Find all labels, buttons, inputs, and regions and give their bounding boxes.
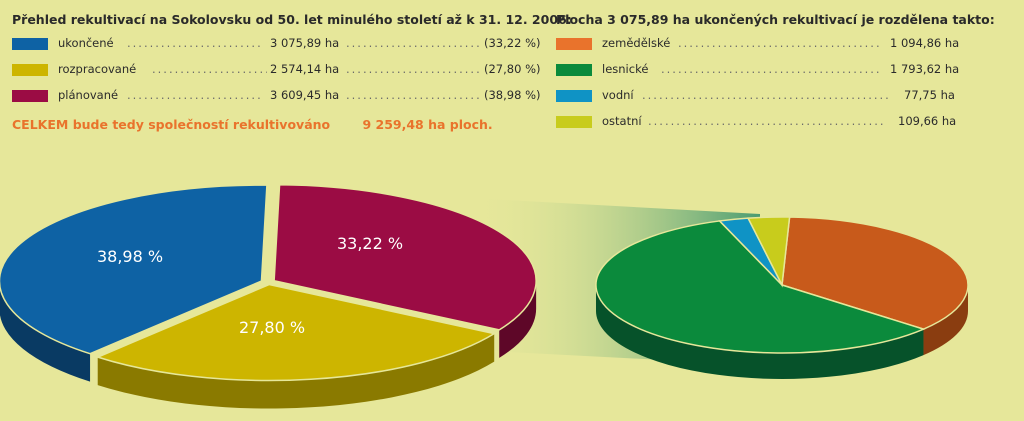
legend-label: lesnické [602, 62, 649, 76]
swatch-ostatni [556, 116, 592, 128]
legend-pct: (33,22 %) [484, 36, 541, 50]
legend-value: 2 574,14 ha [270, 62, 340, 76]
legend-label: rozpracované [58, 62, 137, 76]
legend-value: 109,66 ha [898, 114, 957, 128]
legend-label: vodní [602, 88, 634, 102]
legend-row-rozpracovane: rozpracované ........................ 2 … [12, 59, 542, 85]
pie-label-ukoncene: 33,22 % [337, 234, 403, 253]
main-pie [0, 184, 537, 409]
legend-label: plánované [58, 88, 119, 102]
detail-pie-side-0 [923, 285, 968, 356]
legend-row-ukoncene: ukončené ........................ 3 075,… [12, 33, 542, 59]
main-pie-slice-2 [0, 184, 268, 355]
right-legend: Plocha 3 075,89 ha ukončených rekultivac… [556, 12, 995, 137]
main-pie-slice-0 [273, 184, 537, 331]
left-legend: Přehled rekultivací na Sokolovsku od 50.… [12, 12, 572, 132]
detail-pie-slice-0 [781, 216, 969, 330]
legend-label: ukončené [58, 36, 114, 50]
legend-value: 3 075,89 ha [270, 36, 340, 50]
legend-label: ostatní [602, 114, 642, 128]
leader-dots: ........................ [127, 88, 263, 102]
leader-dots: ........................................… [648, 114, 886, 128]
detail-pie [595, 216, 969, 379]
legend-pct: (38,98 %) [484, 88, 541, 102]
detail-pie-slice-1 [595, 220, 926, 354]
leader-dots: ........................ [127, 36, 263, 50]
legend-value: 1 094,86 ha [890, 36, 960, 50]
leader-dots: ....................................... [661, 62, 882, 76]
leader-dots: ........................ [346, 36, 482, 50]
total-line: CELKEM bude tedy společností rekultivová… [12, 117, 542, 132]
legend-value: 1 793,62 ha [890, 62, 960, 76]
main-pie-slice-1 [95, 283, 497, 382]
main-pie-side-0 [499, 280, 537, 358]
swatch-lesnicke [556, 64, 592, 76]
pie-label-planovane: 38,98 % [97, 247, 163, 266]
leader-dots: ........................................… [642, 88, 891, 102]
main-pie-side-2 [0, 286, 91, 382]
legend-row-zemedelske: zemědělské .............................… [556, 33, 976, 59]
total-value: 9 259,48 ha ploch. [362, 117, 493, 132]
leader-dots: ........................ [152, 62, 267, 76]
legend-row-planovane: plánované ........................ 3 609… [12, 85, 542, 111]
legend-value: 3 609,45 ha [270, 88, 340, 102]
main-pie-side-1 [97, 333, 495, 409]
pie-label-rozpracovane: 27,80 % [239, 318, 305, 337]
swatch-planovane [12, 90, 48, 102]
right-title: Plocha 3 075,89 ha ukončených rekultivac… [556, 12, 995, 27]
detail-pie-slice-3 [746, 216, 791, 288]
leader-dots: .................................... [678, 36, 882, 50]
legend-row-vodni: vodní ..................................… [556, 85, 976, 111]
leader-dots: ........................ [346, 88, 482, 102]
swatch-zemedelske [556, 38, 592, 50]
swatch-vodni [556, 90, 592, 102]
total-label: CELKEM bude tedy společností rekultivová… [12, 117, 331, 132]
legend-value: 77,75 ha [904, 88, 955, 102]
left-title: Přehled rekultivací na Sokolovsku od 50.… [12, 12, 572, 27]
legend-label: zemědělské [602, 36, 671, 50]
legend-row-lesnicke: lesnické ...............................… [556, 59, 976, 85]
legend-pct: (27,80 %) [484, 62, 541, 76]
leader-dots: ........................ [346, 62, 482, 76]
legend-row-ostatni: ostatní ................................… [556, 111, 976, 137]
swatch-ukoncene [12, 38, 48, 50]
swatch-rozpracovane [12, 64, 48, 76]
detail-pie-side-1 [596, 285, 924, 379]
